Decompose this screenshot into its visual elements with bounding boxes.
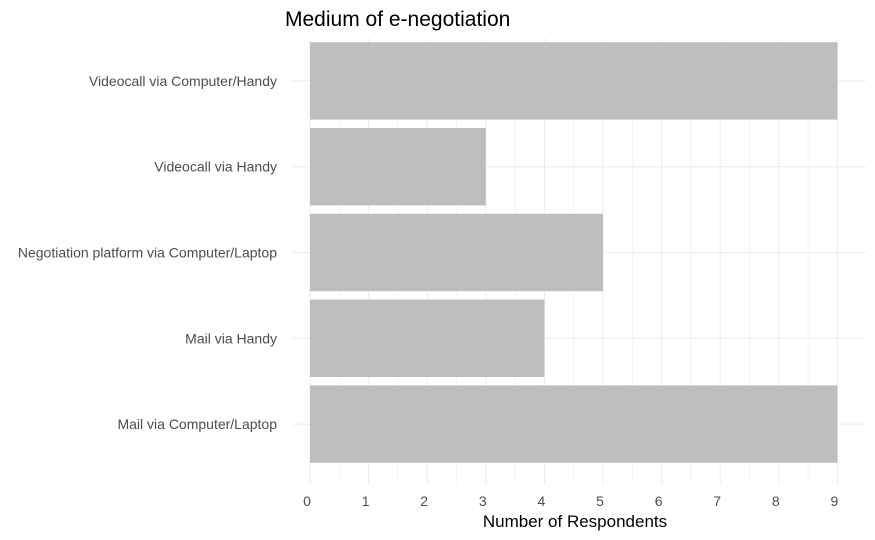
category-label: Videocall via Computer/Handy (89, 73, 277, 89)
bar (310, 42, 838, 120)
bar-layer (310, 42, 838, 463)
category-label: Mail via Handy (185, 330, 277, 346)
x-tick-label: 7 (713, 493, 721, 509)
bar (310, 128, 486, 206)
x-tick-label: 4 (538, 493, 546, 509)
x-tick-label: 3 (479, 493, 487, 509)
category-labels: Videocall via Computer/Handy Videocall vi… (18, 73, 277, 432)
bar (310, 213, 603, 292)
bar (310, 299, 545, 377)
x-tick-label: 1 (362, 493, 370, 509)
x-tick-label: 0 (303, 493, 311, 509)
category-label: Mail via Computer/Laptop (117, 416, 277, 432)
x-tick-label: 8 (772, 493, 780, 509)
x-tick-label: 9 (831, 493, 839, 509)
x-tick-label: 6 (655, 493, 663, 509)
category-label: Negotiation platform via Computer/Laptop (18, 245, 277, 261)
bar (310, 385, 838, 463)
x-tick-labels: 0 1 2 3 4 5 6 7 8 9 (303, 493, 838, 509)
x-tick-label: 2 (420, 493, 428, 509)
x-axis-title: Number of Respondents (483, 512, 667, 531)
category-label: Videocall via Handy (154, 159, 277, 175)
x-tick-label: 5 (596, 493, 604, 509)
chart-title: Medium of e-negotiation (285, 8, 510, 31)
